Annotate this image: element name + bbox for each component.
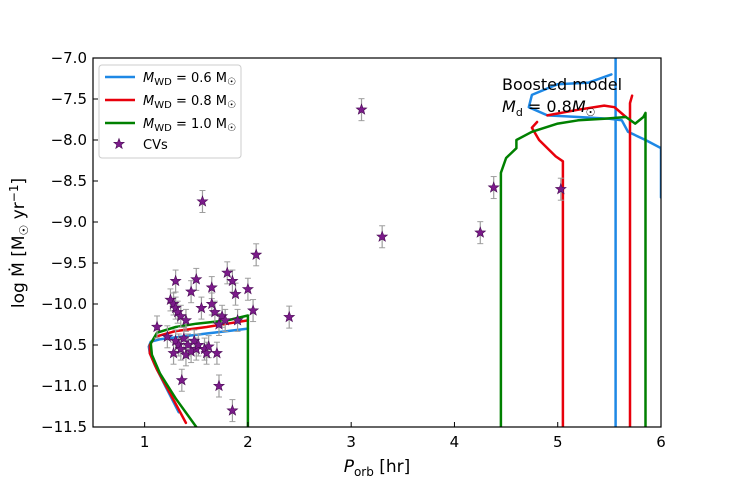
x-tick-label: 5 — [553, 433, 563, 451]
cv-point — [229, 287, 242, 300]
legend-label-wd10: MWD = 1.0 M☉ — [143, 117, 236, 134]
cv-point — [190, 273, 203, 285]
points-layer — [150, 98, 567, 423]
series-line-2 — [577, 115, 628, 122]
series-line-1 — [530, 120, 565, 427]
cv-point — [192, 338, 205, 351]
y-tick-label: −8.5 — [51, 172, 87, 190]
legend-label-cvs: CVs — [143, 138, 168, 153]
cv-point — [202, 340, 215, 352]
cv-point — [208, 305, 221, 318]
cv-point — [205, 297, 218, 310]
ticks-layer: 1 2 3 4 5 6 −11.5 −11.0 −10.5 −10.0 −9.5 −9.0 −8.5 −8… — [41, 49, 666, 451]
cv-point — [210, 346, 223, 359]
cv-point — [177, 332, 190, 344]
cv-point — [376, 230, 389, 242]
cv-point — [212, 379, 226, 392]
cv-point — [355, 103, 368, 115]
y-axis-label: log Ṁ [M☉ yr−1] — [7, 178, 31, 308]
y-tick-label: −9.5 — [51, 254, 87, 272]
cv-point — [247, 304, 260, 316]
cv-point — [241, 282, 254, 295]
y-tick-label: −8.0 — [51, 131, 87, 149]
annotation-title: Boosted model — [502, 75, 622, 94]
legend-label-wd06: MWD = 0.6 M☉ — [143, 71, 236, 88]
cv-point — [205, 281, 218, 293]
x-tick-label: 6 — [656, 433, 666, 451]
cv-point — [195, 301, 208, 314]
annotation-subtitle: Md = 0.8M☉ — [502, 97, 596, 119]
cv-point — [487, 181, 500, 193]
series-line-1 — [546, 104, 628, 119]
x-tick-label: 1 — [140, 433, 150, 451]
y-tick-label: −7.0 — [51, 49, 87, 67]
cv-point — [221, 266, 234, 278]
legend-box — [98, 64, 242, 159]
plot-frame — [92, 57, 662, 428]
cv-point — [169, 274, 182, 287]
series-line-2 — [499, 119, 580, 427]
cv-point — [554, 182, 567, 195]
cv-point — [150, 320, 164, 333]
cv-point — [283, 310, 296, 323]
cv-point — [200, 346, 213, 359]
legend-label-wd08: MWD = 0.8 M☉ — [143, 94, 236, 111]
legend: MWD = 0.6 M☉ MWD = 0.8 M☉ MWD = 1.0 M☉ C… — [98, 64, 242, 159]
series-line-2 — [624, 111, 647, 427]
y-tick-label: −11.0 — [41, 377, 87, 395]
annotation: Boosted model Md = 0.8M☉ — [502, 75, 622, 119]
x-tick-label: 3 — [346, 433, 356, 451]
cv-point — [219, 314, 232, 326]
y-tick-label: −9.0 — [51, 213, 87, 231]
legend-star-icon — [112, 137, 126, 150]
cv-point — [226, 274, 239, 287]
cv-point — [185, 285, 198, 297]
cv-point — [250, 248, 263, 260]
cv-point — [179, 314, 192, 326]
cv-point — [175, 373, 188, 386]
y-tick-label: −10.0 — [41, 295, 87, 313]
series-line-1 — [628, 94, 634, 427]
cv-point — [174, 342, 187, 355]
x-tick-label: 4 — [450, 433, 460, 451]
series-layer — [147, 58, 661, 427]
cv-point — [231, 314, 244, 326]
y-tick-label: −11.5 — [41, 418, 87, 436]
cv-point — [161, 330, 174, 342]
cv-point — [167, 346, 180, 359]
legend-star-shape — [112, 137, 126, 150]
x-tick-label: 2 — [243, 433, 253, 451]
cv-point — [196, 195, 209, 207]
x-axis-label: Porb [hr] — [344, 457, 411, 479]
y-tick-label: −7.5 — [51, 90, 87, 108]
y-tick-label: −10.5 — [41, 336, 87, 354]
cv-point — [474, 226, 487, 238]
cv-point — [226, 404, 239, 416]
